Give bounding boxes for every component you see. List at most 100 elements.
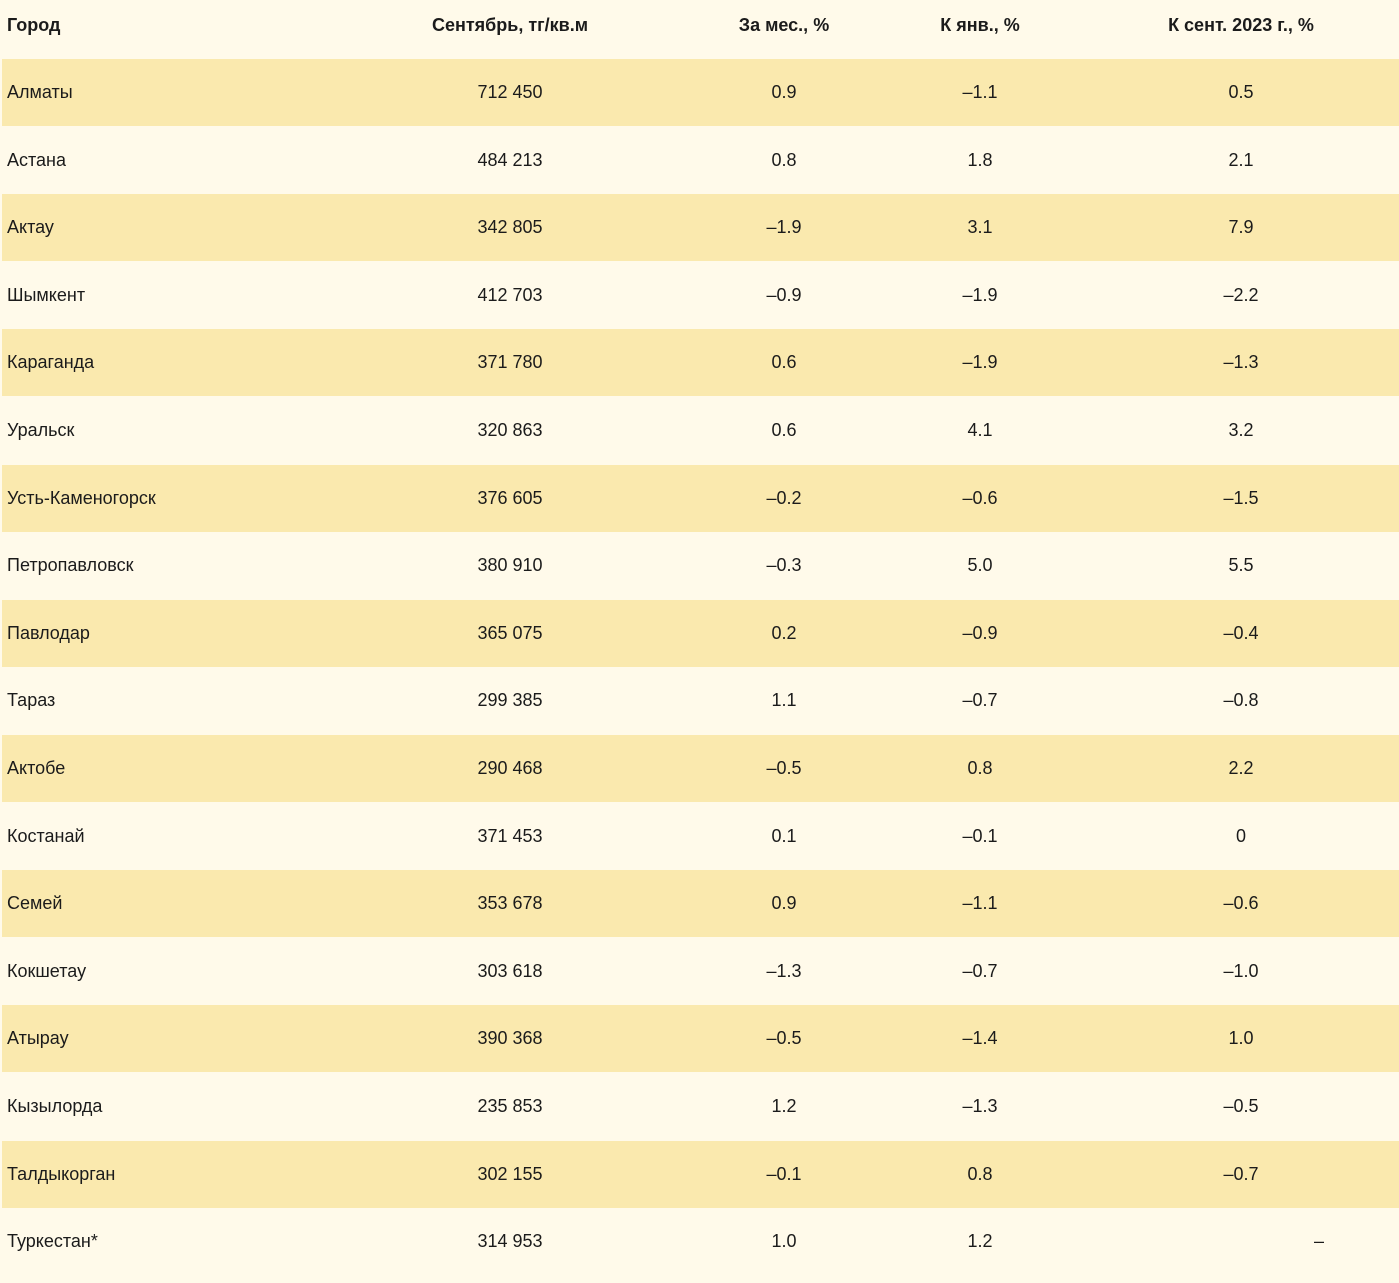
cell-month-change: 0.6 (771, 352, 797, 372)
cell-month-change: 0.9 (771, 893, 797, 913)
cell-jan-change: 0.8 (967, 758, 993, 778)
cell-city: Костанай (7, 826, 85, 846)
table-row: Актобе 290 468 –0.5 0.8 2.2 (2, 735, 1399, 802)
header-jan-change: К янв., % (940, 14, 1020, 35)
cell-year-change: –0.7 (1223, 1164, 1259, 1184)
cell-jan-change: –0.1 (962, 826, 998, 846)
table-row: Атырау 390 368 –0.5 –1.4 1.0 (2, 1005, 1399, 1072)
cell-jan-change: –1.3 (962, 1096, 998, 1116)
cell-city: Петропавловск (7, 555, 134, 575)
table-header: Город Сентябрь, тг/кв.м За мес., % К янв… (2, 0, 1399, 50)
cell-jan-change: –0.9 (962, 623, 998, 643)
cell-price: 342 805 (477, 217, 543, 237)
cell-year-change: 2.1 (1228, 150, 1254, 170)
cell-month-change: –0.5 (766, 1028, 802, 1048)
cell-price: 376 605 (477, 488, 543, 508)
cell-jan-change: –0.7 (962, 690, 998, 710)
cell-city: Алматы (7, 82, 73, 102)
cell-price: 299 385 (477, 690, 543, 710)
cell-year-change: –1.0 (1223, 961, 1259, 981)
cell-price: 712 450 (477, 82, 543, 102)
table-row: Тараз 299 385 1.1 –0.7 –0.8 (2, 667, 1399, 734)
cell-price: 353 678 (477, 893, 543, 913)
cell-jan-change: –1.9 (962, 352, 998, 372)
cell-year-change: –0.8 (1223, 690, 1259, 710)
cell-month-change: –0.1 (766, 1164, 802, 1184)
cell-jan-change: 0.8 (967, 1164, 993, 1184)
table-row: Актау 342 805 –1.9 3.1 7.9 (2, 194, 1399, 261)
cell-city: Актобе (7, 758, 66, 778)
cell-month-change: –0.9 (766, 285, 802, 305)
cell-year-change: –1.5 (1223, 488, 1259, 508)
table-row: Петропавловск 380 910 –0.3 5.0 5.5 (2, 532, 1399, 599)
cell-year-change: 0 (1235, 826, 1246, 846)
cell-city: Кызылорда (7, 1096, 103, 1116)
cell-month-change: 0.2 (771, 623, 797, 643)
cell-city: Шымкент (7, 285, 86, 305)
table-row: Кокшетау 303 618 –1.3 –0.7 –1.0 (2, 938, 1399, 1005)
table-row: Туркестан* 314 953 1.0 1.2 – (2, 1208, 1399, 1275)
cell-city: Павлодар (7, 623, 90, 643)
cell-year-change: – (1313, 1231, 1324, 1251)
cell-year-change: 1.0 (1228, 1028, 1254, 1048)
cell-price: 365 075 (477, 623, 543, 643)
cell-jan-change: –1.1 (962, 82, 998, 102)
cell-city: Усть-Каменогорск (7, 488, 156, 508)
cell-year-change: 0.5 (1228, 82, 1254, 102)
table-row: Шымкент 412 703 –0.9 –1.9 –2.2 (2, 262, 1399, 329)
cell-jan-change: 4.1 (967, 420, 993, 440)
cell-month-change: –0.3 (766, 555, 802, 575)
cell-city: Талдыкорган (7, 1164, 116, 1184)
table-row: Семей 353 678 0.9 –1.1 –0.6 (2, 870, 1399, 937)
table-row: Уральск 320 863 0.6 4.1 3.2 (2, 397, 1399, 464)
cell-month-change: –1.3 (766, 961, 802, 981)
cell-jan-change: –1.9 (962, 285, 998, 305)
cell-city: Туркестан* (7, 1231, 98, 1251)
cell-jan-change: 1.8 (967, 150, 993, 170)
table-row: Усть-Каменогорск 376 605 –0.2 –0.6 –1.5 (2, 465, 1399, 532)
cell-price: 235 853 (477, 1096, 543, 1116)
cell-price: 380 910 (477, 555, 543, 575)
cell-jan-change: –1.1 (962, 893, 998, 913)
cell-jan-change: –0.6 (962, 488, 998, 508)
table-row: Павлодар 365 075 0.2 –0.9 –0.4 (2, 600, 1399, 667)
table-row: Караганда 371 780 0.6 –1.9 –1.3 (2, 329, 1399, 396)
table-row: Кызылорда 235 853 1.2 –1.3 –0.5 (2, 1073, 1399, 1140)
header-year-change: К сент. 2023 г., % (1168, 14, 1314, 35)
cell-price: 303 618 (477, 961, 543, 981)
cell-city: Семей (7, 893, 63, 913)
cell-city: Актау (7, 217, 54, 237)
cell-year-change: 3.2 (1228, 420, 1254, 440)
cell-price: 390 368 (477, 1028, 543, 1048)
cell-jan-change: –0.7 (962, 961, 998, 981)
cell-city: Тараз (7, 690, 56, 710)
cell-month-change: –1.9 (766, 217, 802, 237)
cell-month-change: 0.6 (771, 420, 797, 440)
cell-month-change: 0.9 (771, 82, 797, 102)
cell-price: 412 703 (477, 285, 543, 305)
cell-year-change: –0.5 (1223, 1096, 1259, 1116)
cell-year-change: 5.5 (1228, 555, 1254, 575)
cell-city: Атырау (7, 1028, 69, 1048)
cell-city: Астана (7, 150, 67, 170)
table-row: Астана 484 213 0.8 1.8 2.1 (2, 127, 1399, 194)
cell-jan-change: 3.1 (967, 217, 993, 237)
cell-year-change: 7.9 (1228, 217, 1254, 237)
table-row: Талдыкорган 302 155 –0.1 0.8 –0.7 (2, 1141, 1399, 1208)
cell-jan-change: –1.4 (962, 1028, 998, 1048)
cell-price: 320 863 (477, 420, 543, 440)
cell-price: 484 213 (477, 150, 543, 170)
cell-month-change: 1.0 (771, 1231, 797, 1251)
cell-year-change: –0.4 (1223, 623, 1259, 643)
cell-city: Кокшетау (7, 961, 87, 981)
cell-month-change: –0.2 (766, 488, 802, 508)
cell-month-change: 1.1 (771, 690, 797, 710)
header-city: Город (7, 14, 61, 35)
cell-city: Уральск (7, 420, 75, 440)
table-row: Костанай 371 453 0.1 –0.1 0 (2, 803, 1399, 870)
cell-price: 371 453 (477, 826, 543, 846)
cell-year-change: –0.6 (1223, 893, 1259, 913)
cell-month-change: 0.8 (771, 150, 797, 170)
cell-month-change: –0.5 (766, 758, 802, 778)
